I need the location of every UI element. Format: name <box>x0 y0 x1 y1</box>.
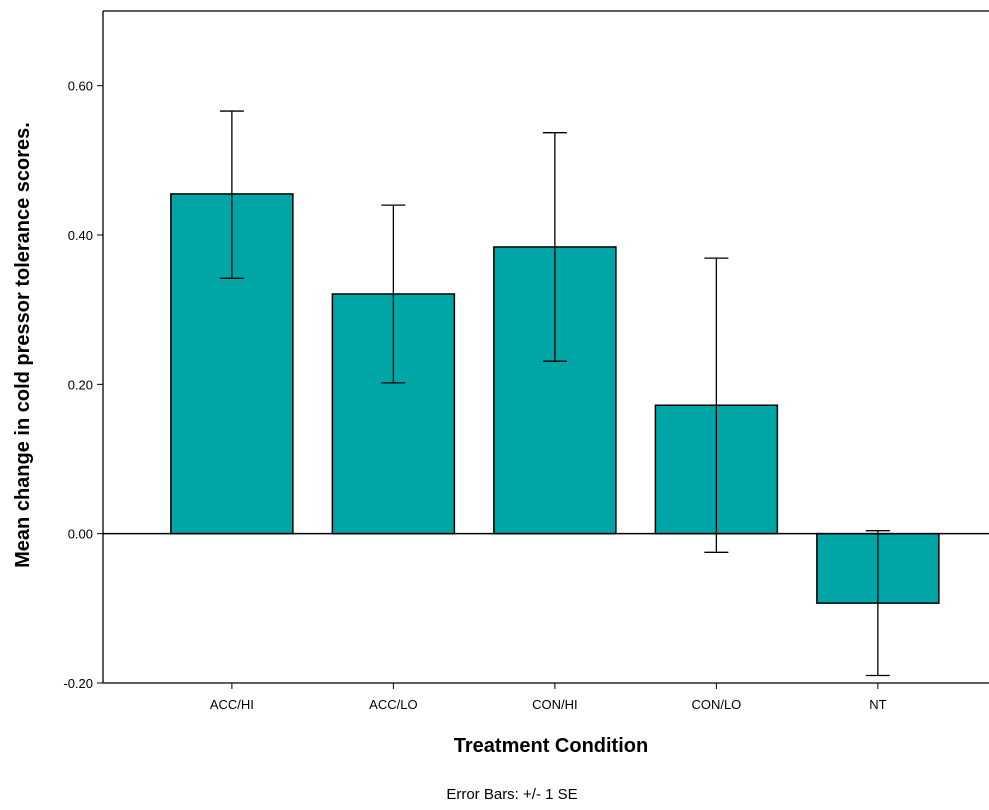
error-bar-acc-hi <box>219 110 244 279</box>
y-axis-title: Mean change in cold pressor tolerance sc… <box>12 122 34 568</box>
x-tick-label: ACC/LO <box>369 697 417 712</box>
y-tick-label: 0.40 <box>68 228 93 243</box>
y-tick-label: 0.20 <box>68 377 93 392</box>
x-tick-label: CON/LO <box>691 697 741 712</box>
y-ticks-layer: -0.20 0.00 0.20 0.40 0.60 <box>63 79 103 691</box>
axes-layer <box>102 10 989 684</box>
error-bars-footnote: Error Bars: +/- 1 SE <box>446 786 577 803</box>
x-ticks-layer: ACC/HI ACC/LO CON/HI CON/LO NT <box>210 683 887 712</box>
error-bar-con-hi <box>542 132 567 362</box>
error-bar-nt <box>865 530 890 677</box>
x-tick-label: CON/HI <box>532 697 578 712</box>
x-tick-label: ACC/HI <box>210 697 254 712</box>
y-tick-label: -0.20 <box>63 676 93 691</box>
x-tick-label: NT <box>869 697 886 712</box>
x-axis-title: Treatment Condition <box>454 735 648 757</box>
y-tick-label: 0.00 <box>68 527 93 542</box>
error-bars-layer <box>219 110 890 677</box>
error-bar-acc-lo <box>381 204 406 384</box>
y-tick-label: 0.60 <box>68 79 93 94</box>
error-bar-con-lo <box>704 257 729 553</box>
